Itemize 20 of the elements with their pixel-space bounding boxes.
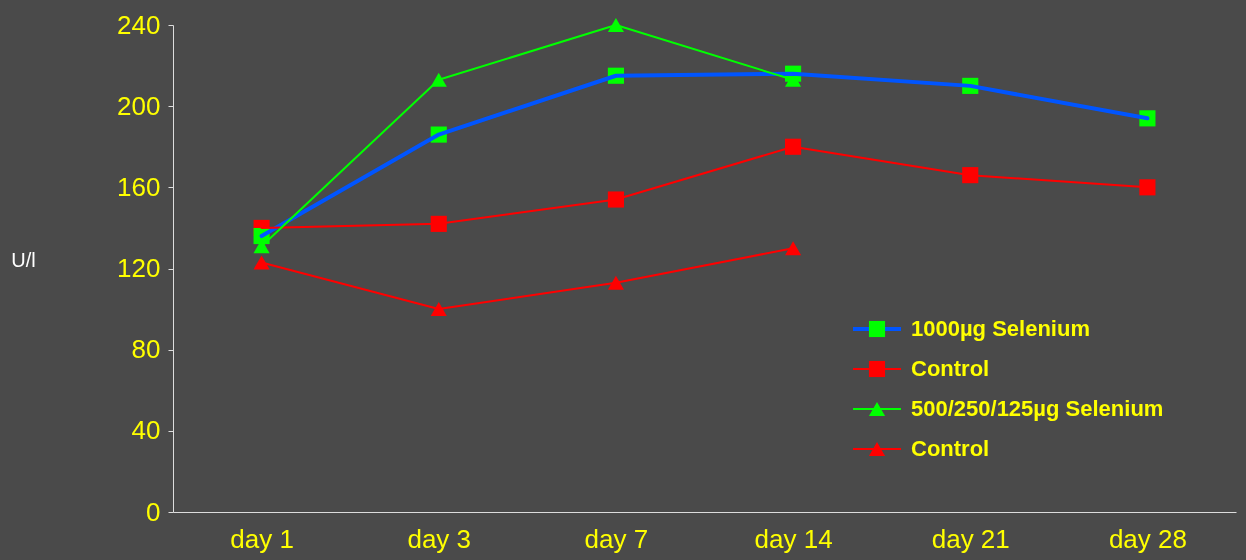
legend-label: 1000µg Selenium — [911, 316, 1090, 341]
y-tick-label: 200 — [117, 90, 161, 121]
x-tick-label: day 21 — [931, 523, 1010, 554]
y-axis-title: U/l — [11, 248, 36, 271]
y-tick-label: 0 — [146, 496, 161, 527]
legend-label: Control — [911, 356, 990, 381]
point — [607, 191, 624, 208]
y-tick-label: 120 — [117, 253, 161, 283]
y-tick-label: 40 — [131, 415, 161, 446]
legend-label: Control — [911, 436, 990, 461]
x-tick-label: day 1 — [230, 523, 294, 554]
y-tick-label: 240 — [117, 9, 161, 40]
point — [1139, 179, 1156, 196]
legend-label: 500/250/125µg Selenium — [911, 396, 1164, 421]
y-tick-label: 80 — [131, 334, 161, 365]
x-tick-label: day 3 — [407, 523, 472, 554]
y-tick-label: 160 — [117, 171, 161, 202]
x-tick-label: day 14 — [754, 523, 833, 554]
x-tick-label: day 7 — [584, 523, 649, 554]
x-tick-label: day 28 — [1108, 523, 1187, 554]
